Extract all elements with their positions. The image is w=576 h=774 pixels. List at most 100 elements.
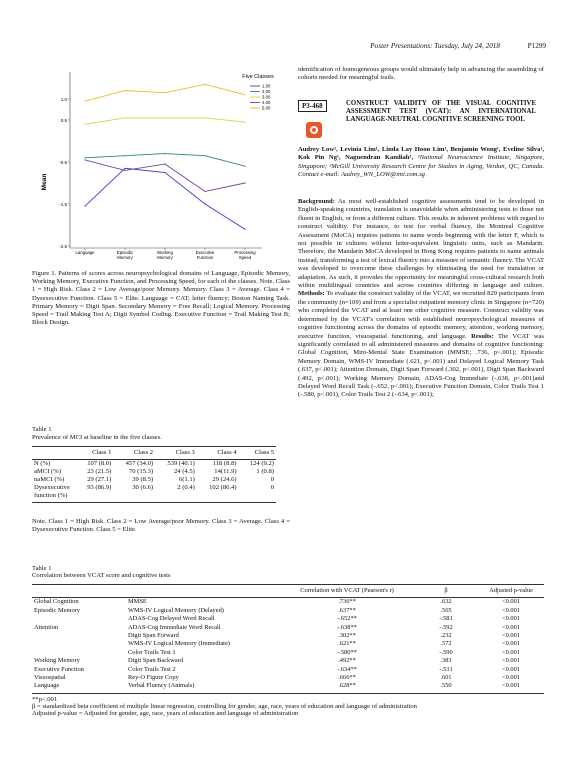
cell: -.652** <box>337 615 357 623</box>
cell: Executive Function <box>34 665 84 673</box>
legend-title: Five Classes <box>242 74 274 80</box>
x-tick-label: Processing Speed <box>234 250 256 260</box>
table-row: Visuospatial Rey-O Figure Copy .666** .601 <… <box>32 674 544 682</box>
cell: 23 (21.5) <box>87 468 112 475</box>
cell: 93 (86.9) <box>76 484 114 503</box>
y-tick-label: -2.5 <box>59 244 67 249</box>
cell: Attention <box>34 623 59 631</box>
cell: Visuospatial <box>34 674 66 682</box>
cell <box>32 615 126 623</box>
data-point <box>84 100 86 102</box>
data-point <box>84 123 86 125</box>
table-correlation: Correlation with VCAT (Pearson's r) β Ad… <box>32 583 544 694</box>
abstract-heading: P3-468 CONSTRUCT VALIDITY OF THE VISUAL … <box>298 100 544 150</box>
cell: .601 <box>440 674 452 682</box>
table-prevalence-note: Note. Class 1 = High Risk. Class 2 = Low… <box>32 518 290 534</box>
cell: .383 <box>440 657 452 665</box>
results-label: Results: <box>471 332 494 340</box>
cell: .232 <box>440 632 452 640</box>
cell: -.580** <box>337 648 357 656</box>
cell: -.634** <box>337 665 357 673</box>
cell: <0.001 <box>502 640 520 648</box>
cell: N (%) <box>34 460 51 467</box>
cell: -.592 <box>439 623 453 631</box>
x-tick-label: Episodic Memory <box>117 250 134 260</box>
cell: 118 (8.8) <box>212 460 237 467</box>
legend-label: 3.00 <box>262 95 271 100</box>
line-chart: Mean 1.0 0.5 -0.5 -1.5 -2.5 Language Episodic… <box>41 72 274 260</box>
cell: aMCI (%) <box>34 468 61 475</box>
cell: 2 (0.4) <box>155 484 197 503</box>
abstract-body: Background: As most well-established cog… <box>298 198 544 400</box>
cell: <0.001 <box>502 623 520 631</box>
data-point <box>204 203 206 205</box>
cell: Dysexecutive function (%) <box>32 484 76 503</box>
cell: <0.001 <box>502 674 520 682</box>
cell: Global Cognition <box>34 598 79 606</box>
table-correlation-note-2: β = standardized beta coefficient of mul… <box>32 702 417 710</box>
cell: 1 (0.8) <box>256 468 274 475</box>
table-row: Working Memory Digit Span Backward .492**.… <box>32 657 544 665</box>
table-prevalence-container: Class 1 Class 2 Class 3 Class 4 Class 5 … <box>32 446 290 503</box>
cell <box>32 649 126 657</box>
cell: .736** <box>338 598 356 606</box>
cell: 124 (9.2) <box>249 460 274 467</box>
col-header <box>32 583 126 599</box>
cell: 0 <box>238 484 276 503</box>
data-point <box>164 117 166 119</box>
x-tick-label: Executive Function <box>196 250 215 260</box>
y-tick-label: 1.0 <box>61 97 68 102</box>
legend-label: 4.00 <box>262 100 271 105</box>
cell: Color Trails Test 2 <box>128 665 176 673</box>
table-row: Executive Function Color Trails Test 2 -.6… <box>32 666 544 674</box>
data-point <box>124 155 126 157</box>
cell: 39 (8.5) <box>132 476 154 483</box>
data-point <box>164 92 166 94</box>
cell: <0.001 <box>502 657 520 665</box>
cell: 29 (24.6) <box>212 476 237 483</box>
cell: .302** <box>338 632 356 640</box>
table-row: Attention ADAS-Cog Immediate Word Recall -… <box>32 624 544 632</box>
background-text: As most well-established cognitive asses… <box>298 198 544 290</box>
abstract-id: P3-468 <box>298 100 327 113</box>
data-point <box>124 90 126 92</box>
table-row: Episodic Memory WMS-IV Logical Memory (De… <box>32 607 544 615</box>
cell: Episodic Memory <box>34 606 80 614</box>
data-point <box>244 94 246 96</box>
col-header: β <box>414 583 478 599</box>
intro-paragraph: identification of homogeneous groups wou… <box>298 66 544 82</box>
page-number: P1299 <box>527 42 546 50</box>
data-point <box>84 205 86 207</box>
cell: Digit Span Backward <box>128 657 184 665</box>
cell: 6(1.1) <box>178 476 195 483</box>
cell: .628** <box>280 682 414 694</box>
cell: .632 <box>440 598 452 606</box>
figure-caption: Figure 1. Patterns of scores across neur… <box>32 270 290 327</box>
table-correlation-title: Table 1 <box>32 565 52 572</box>
cell: .492** <box>338 657 356 665</box>
page-header: Poster Presentations: Tuesday, July 24, … <box>30 42 546 54</box>
table-row: aMCI (%) 23 (21.5) 70 (15.3) 24 (4.5) 14… <box>32 468 276 476</box>
cell: Rey-O Figure Copy <box>128 674 179 682</box>
table-row: Dysexecutive function (%) 93 (86.9) 30 (… <box>32 484 276 503</box>
y-tick-label: 0.5 <box>61 118 68 123</box>
table-row: Digit Span Forward .302** .232 <0.001 <box>32 632 544 640</box>
table-correlation-note-3: Adjusted p-value = Adjusted for gender, … <box>32 709 299 717</box>
cell: WMS-IV Logical Memory (Immediate) <box>128 640 230 648</box>
data-point <box>244 228 246 230</box>
results-text: The VCAT was significantly correlated to… <box>298 332 544 399</box>
x-tick-label: Language <box>75 250 95 255</box>
crossmark-icon[interactable] <box>306 122 322 138</box>
x-tick-label: Working Memory <box>157 250 173 260</box>
cell: 0 <box>270 476 274 483</box>
legend-label: 2.00 <box>262 89 271 94</box>
cell: -.638** <box>337 623 357 631</box>
table-row: naMCI (%) 29 (27.1) 39 (8.5) 6(1.1) 29 (… <box>32 476 276 484</box>
table-row: N (%) 107 (8.0) 457 (34.0) 539 (40.1) 11… <box>32 460 276 469</box>
data-point <box>164 153 166 155</box>
data-point <box>84 157 86 159</box>
cell: 29 (27.1) <box>87 476 112 483</box>
cell: 70 (15.3) <box>128 468 154 475</box>
cell: <0.001 <box>502 606 520 614</box>
cell: Color Trails Test 1 <box>128 648 176 656</box>
